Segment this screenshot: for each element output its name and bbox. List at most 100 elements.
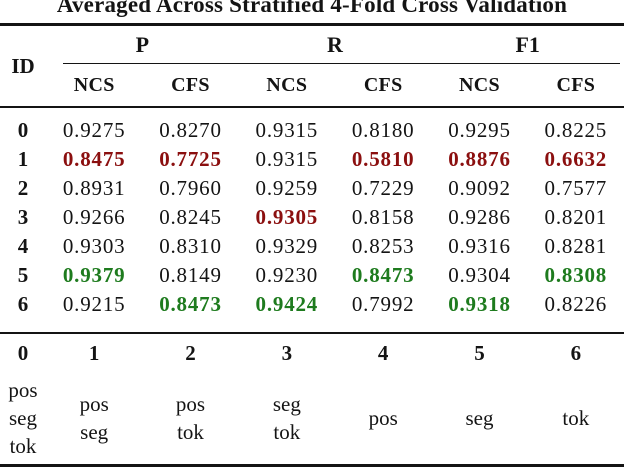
cell-5-p-ncs: 0.9379 [62, 263, 126, 287]
legend-tasks-6: tok [528, 372, 624, 464]
cell-0-p-ncs: 0.9275 [62, 118, 126, 142]
cell-2-p-cfs: 0.7960 [159, 176, 222, 200]
legend-tasks-3: seg tok [239, 372, 335, 464]
cell-0-f1-cfs: 0.8225 [544, 118, 608, 142]
header-spacer [0, 64, 46, 106]
table-title: Averaged Across Stratified 4-Fold Cross … [56, 0, 568, 17]
task-label-tok: tok [9, 434, 37, 458]
group-header-f1: F1 [515, 32, 540, 57]
legend-tasks-5: seg [431, 372, 527, 464]
task-label-seg: seg [465, 406, 494, 430]
legend-id-1: 1 [88, 341, 100, 365]
cell-4-p-cfs: 0.8310 [159, 234, 222, 258]
task-label-seg: seg [9, 406, 37, 430]
task-label-tok: tok [273, 420, 301, 444]
cell-2-r-ncs: 0.9259 [255, 176, 319, 200]
header-body-rule [0, 106, 624, 108]
metric-group-header-row: P R F1 [0, 26, 624, 63]
cell-3-r-cfs: 0.8158 [351, 205, 415, 229]
cell-4-f1-ncs: 0.9316 [448, 234, 511, 258]
cell-5-f1-ncs: 0.9304 [448, 263, 511, 287]
legend-tasks-0: pos seg tok [0, 372, 46, 464]
cell-5-f1-cfs: 0.8308 [544, 263, 608, 287]
cell-6-f1-ncs: 0.9318 [448, 292, 511, 316]
cell-3-p-ncs: 0.9266 [62, 205, 126, 229]
cell-2-f1-cfs: 0.7577 [544, 176, 608, 200]
cell-5-p-cfs: 0.8149 [159, 263, 222, 287]
cell-6-r-cfs: 0.7992 [351, 292, 415, 316]
table-row-6: 6 0.9215 0.8473 0.9424 0.7992 0.9318 0.8226 [0, 290, 624, 319]
cell-2-p-ncs: 0.8931 [62, 176, 126, 200]
results-body: 0 0.9275 0.8270 0.9315 0.8180 0.9295 0.8225 1 0.… [0, 108, 624, 340]
cell-5-r-cfs: 0.8473 [351, 263, 415, 287]
bottom-rule [0, 464, 624, 467]
task-label-seg: seg [272, 392, 301, 416]
table-row-3: 3 0.9266 0.8245 0.9305 0.8158 0.9286 0.8201 [0, 203, 624, 232]
cell-6-f1-cfs: 0.8226 [544, 292, 608, 316]
body-legend-rule [0, 332, 624, 334]
legend-tasks-1: pos seg [46, 372, 142, 464]
subcol-p-ncs: NCS [73, 74, 115, 96]
subcol-f1-cfs: CFS [556, 74, 596, 96]
id-column-header: ID [11, 53, 35, 78]
table-row-0: 0 0.9275 0.8270 0.9315 0.8180 0.9295 0.8225 [0, 116, 624, 145]
cell-1-f1-ncs: 0.8876 [448, 147, 511, 171]
cell-3-f1-ncs: 0.9286 [448, 205, 511, 229]
subcol-f1-ncs: NCS [459, 74, 500, 96]
cell-5-r-ncs: 0.9230 [255, 263, 319, 287]
cell-3-p-cfs: 0.8245 [159, 205, 222, 229]
cell-0-p-cfs: 0.8270 [159, 118, 222, 142]
cell-2-f1-ncs: 0.9092 [448, 176, 511, 200]
cell-0-r-ncs: 0.9315 [255, 118, 319, 142]
cell-4-p-ncs: 0.9303 [62, 234, 126, 258]
legend-id-2: 2 [185, 341, 196, 365]
cell-2-r-cfs: 0.7229 [351, 176, 415, 200]
subcolumn-header-row: NCS CFS NCS CFS NCS CFS [0, 64, 624, 106]
row-id-0: 0 [17, 118, 29, 142]
cell-1-r-ncs: 0.9315 [255, 147, 319, 171]
cell-4-r-cfs: 0.8253 [351, 234, 415, 258]
cell-4-f1-cfs: 0.8281 [544, 234, 608, 258]
subheader-rule [63, 63, 620, 65]
legend-id-4: 4 [377, 341, 389, 365]
group-header-recall: R [327, 32, 343, 57]
legend-id-6: 6 [570, 341, 582, 365]
cell-0-f1-ncs: 0.9295 [448, 118, 511, 142]
group-header-precision: P [135, 32, 150, 57]
cell-1-f1-cfs: 0.6632 [544, 147, 608, 171]
cell-3-r-ncs: 0.9305 [255, 205, 319, 229]
row-id-1: 1 [17, 147, 29, 171]
row-id-5: 5 [17, 263, 29, 287]
subcol-r-cfs: CFS [363, 74, 403, 96]
task-label-seg: seg [80, 420, 109, 444]
row-id-3: 3 [17, 205, 29, 229]
subcol-r-ncs: NCS [266, 74, 308, 96]
top-rule [0, 23, 624, 26]
legend-id-0: 0 [17, 341, 29, 365]
legend-id-row: 0 1 2 3 4 5 6 [0, 334, 624, 372]
task-label-pos: pos [79, 392, 109, 416]
cell-4-r-ncs: 0.9329 [255, 234, 319, 258]
row-id-6: 6 [17, 292, 29, 316]
subcol-p-cfs: CFS [171, 74, 210, 96]
cell-1-p-ncs: 0.8475 [62, 147, 126, 171]
legend-tasks-2: pos tok [142, 372, 238, 464]
cell-6-p-cfs: 0.8473 [159, 292, 222, 316]
cell-1-p-cfs: 0.7725 [159, 147, 222, 171]
table-row-4: 4 0.9303 0.8310 0.9329 0.8253 0.9316 0.8281 [0, 232, 624, 261]
task-label-pos: pos [8, 378, 38, 402]
legend-id-3: 3 [281, 341, 293, 365]
task-label-tok: tok [177, 420, 204, 444]
cell-1-r-cfs: 0.5810 [351, 147, 415, 171]
cell-6-r-ncs: 0.9424 [255, 292, 319, 316]
cell-3-f1-cfs: 0.8201 [544, 205, 608, 229]
table-row-2: 2 0.8931 0.7960 0.9259 0.7229 0.9092 0.7577 [0, 174, 624, 203]
cell-6-p-ncs: 0.9215 [62, 292, 126, 316]
cell-0-r-cfs: 0.8180 [351, 118, 415, 142]
legend-tasks-4: pos [335, 372, 431, 464]
task-label-pos: pos [175, 392, 206, 416]
legend-id-5: 5 [474, 341, 485, 365]
row-id-4: 4 [17, 234, 29, 258]
task-label-tok: tok [562, 406, 590, 430]
